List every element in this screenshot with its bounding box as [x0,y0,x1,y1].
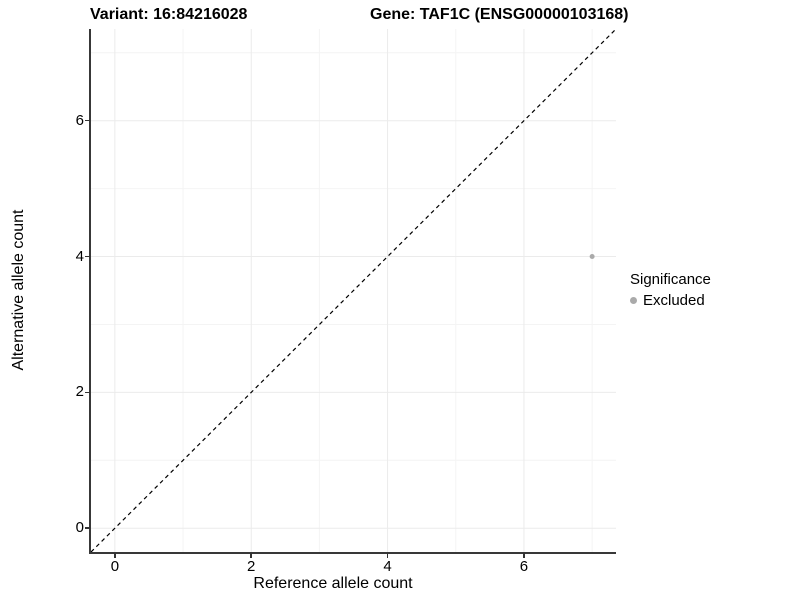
y-tick-label: 4 [75,247,84,265]
legend-item-excluded: Excluded [630,292,711,309]
y-tick-mark [85,527,90,529]
plot-title-variant: Variant: 16:84216028 [90,6,248,23]
y-tick-label: 2 [75,383,84,401]
y-tick-label: 6 [75,111,84,129]
y-tick-mark [85,391,90,394]
x-axis-title: Reference allele count [253,575,413,592]
plot-panel [89,29,616,554]
legend-point-icon [630,297,637,304]
y-tick-label: 0 [75,519,84,537]
legend-item-label: Excluded [643,292,705,309]
x-tick-mark [114,553,116,558]
x-tick-mark [523,553,525,558]
legend: Significance Excluded [630,271,711,309]
x-tick-mark [386,553,389,558]
identity-reference-line [91,29,616,552]
plot-title-gene: Gene: TAF1C (ENSG00000103168) [370,6,629,23]
x-tick-label: 0 [110,558,120,575]
legend-title: Significance [630,271,711,288]
x-tick-label: 2 [247,558,256,575]
y-tick-mark [85,119,90,122]
x-tick-label: 6 [519,558,529,575]
y-tick-mark [85,255,90,258]
x-tick-label: 4 [383,558,392,575]
y-axis-title: Alternative allele count [10,209,27,371]
x-tick-mark [250,553,252,558]
data-point [589,254,595,260]
plot-area-svg [91,29,616,552]
